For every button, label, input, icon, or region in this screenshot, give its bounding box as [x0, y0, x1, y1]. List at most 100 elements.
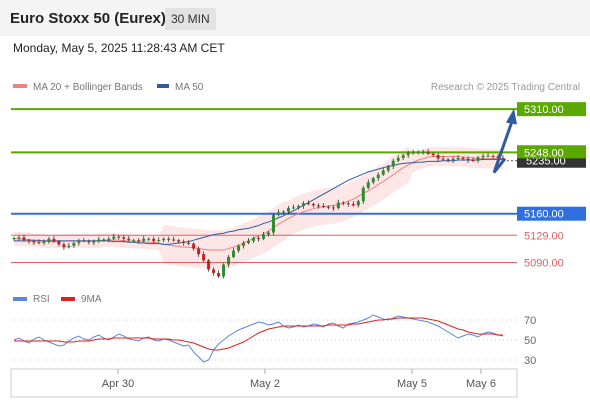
rsi-series-9MA: [14, 317, 503, 351]
candle-body: [271, 215, 275, 233]
candle-body: [227, 256, 231, 265]
candle-body: [421, 151, 425, 153]
candle-body: [77, 240, 81, 243]
candle-body: [162, 238, 166, 241]
rsi-tick-30: 30: [524, 355, 536, 367]
candle-body: [476, 157, 480, 161]
candle-body: [242, 242, 246, 246]
candle-body: [351, 203, 355, 206]
candle-body: [17, 237, 21, 239]
candle-body: [486, 155, 490, 157]
time-tick-label: May 2: [250, 378, 280, 390]
rsi-legend-swatch: [13, 297, 27, 301]
ma20-legend-swatch: [13, 84, 27, 88]
candle-body: [172, 239, 176, 241]
candle-body: [426, 151, 430, 154]
candle-body: [97, 239, 101, 242]
candle-body: [222, 264, 226, 277]
candle-body: [257, 238, 260, 240]
candle-body: [107, 238, 111, 240]
candle-body: [67, 245, 71, 248]
bollinger-band: [14, 146, 503, 270]
rsi-tick-50: 50: [524, 335, 536, 347]
candle-body: [177, 240, 181, 242]
level-tag-top-5248.00: [517, 145, 586, 159]
candle-body: [461, 157, 465, 159]
candle-body: [47, 238, 51, 241]
candle-body: [192, 243, 196, 249]
candle-body: [207, 260, 211, 270]
candle-body: [371, 178, 375, 183]
timestamp: Monday, May 5, 2025 11:28:43 AM CET: [13, 41, 225, 55]
level-label-5160.00: 5160.00: [524, 209, 564, 221]
timeframe-badge[interactable]: 30 MIN: [165, 8, 216, 30]
candle-body: [92, 241, 96, 243]
candle-body: [336, 202, 340, 209]
candle-body: [237, 245, 241, 251]
candle-body: [391, 160, 395, 167]
candle-body: [316, 205, 320, 207]
candle-body: [341, 202, 345, 204]
time-tick-label: May 5: [397, 378, 427, 390]
candle-body: [266, 232, 270, 235]
candle-body: [167, 238, 171, 240]
candle-body: [311, 203, 315, 206]
candle-body: [122, 237, 126, 239]
forecast-arrowhead: [506, 108, 517, 125]
candle-body: [57, 241, 61, 245]
candle-body: [247, 240, 251, 243]
candle-body: [451, 158, 455, 161]
candle-body: [112, 236, 116, 239]
candle-body: [72, 242, 76, 246]
level-label-top-5248.00: 5248.00: [524, 147, 564, 159]
candle-body: [401, 155, 405, 158]
candle-body: [291, 207, 295, 209]
rsi-tick-70: 70: [524, 315, 536, 327]
candle-body: [142, 238, 146, 241]
ma50-legend-swatch: [157, 84, 169, 88]
candle-body: [82, 240, 86, 242]
ma20-legend-label: MA 20 + Bollinger Bands: [33, 82, 143, 93]
candle-body: [436, 155, 440, 159]
candle-body: [396, 157, 400, 161]
candle-body: [446, 159, 450, 161]
candle-body: [117, 236, 121, 238]
candle-body: [416, 151, 420, 153]
candle-body: [361, 187, 365, 202]
candle-body: [52, 238, 56, 242]
level-tag-5160.00: [517, 206, 586, 221]
candle-body: [411, 152, 415, 154]
level-label-5129.00: 5129.00: [524, 230, 564, 242]
candle-body: [466, 158, 470, 161]
level-label-5310.00: 5310.00: [524, 104, 564, 116]
candle-body: [202, 254, 206, 261]
time-axis: Apr 30 May 2 May 5 May 6: [102, 369, 496, 390]
candle-body: [37, 242, 41, 244]
candle-body: [481, 155, 485, 158]
candle-body: [386, 166, 390, 171]
candle-body: [261, 234, 265, 239]
candle-body: [252, 238, 256, 241]
candle-body: [217, 272, 221, 277]
candle-body: [132, 240, 136, 242]
price-plot: 5310.00 5248.00 5160.00 5129.00 5090.00 5235.…: [11, 102, 586, 279]
candle-body: [296, 206, 300, 208]
last-price-label: 5235.00: [526, 156, 566, 168]
forecast-arrow: [492, 118, 515, 174]
time-tick-label: May 6: [466, 378, 496, 390]
candle-body: [212, 269, 216, 273]
candle-body: [331, 207, 335, 209]
credit-label: Research © 2025 Trading Central: [431, 82, 580, 93]
candle-body: [301, 203, 305, 207]
candle-body: [441, 158, 445, 160]
candle-body: [152, 238, 156, 241]
candle-body: [406, 153, 410, 156]
candle-body: [471, 160, 475, 162]
candle-body: [27, 240, 31, 242]
candle-body: [276, 212, 280, 216]
candle-body: [306, 203, 310, 205]
candle-body: [197, 248, 201, 255]
rsi-legend-label: RSI: [33, 294, 50, 305]
candle-body: [281, 211, 285, 213]
